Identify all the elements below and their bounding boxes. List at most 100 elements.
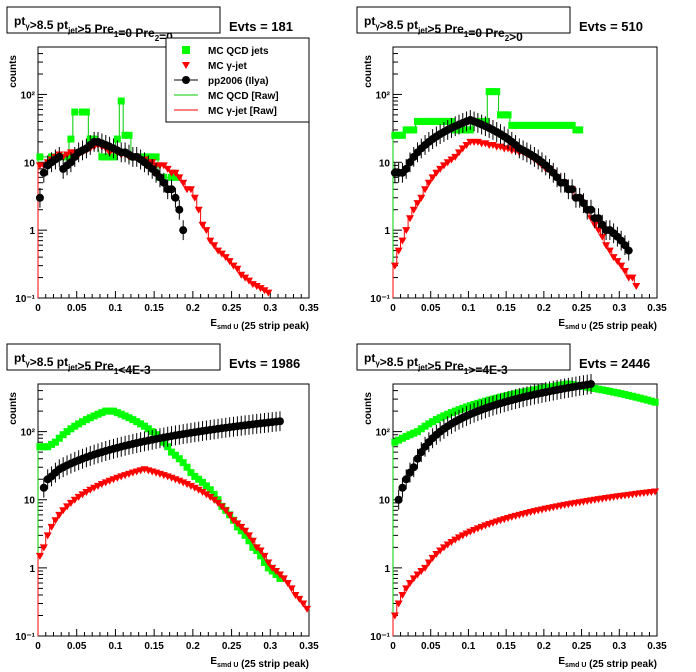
x-tick-label: 0.35 — [647, 303, 667, 314]
data-point — [217, 503, 226, 511]
data-point — [409, 575, 418, 583]
data-point — [591, 384, 599, 392]
x-tick-label: 0.35 — [647, 641, 667, 652]
data-point — [55, 152, 64, 161]
x-tick-label: 0.3 — [263, 641, 277, 652]
data-point — [268, 564, 277, 572]
data-point — [617, 262, 626, 270]
data-point — [256, 285, 265, 293]
data-point — [390, 612, 399, 620]
x-tick-label: 0.1 — [461, 641, 475, 652]
data-point — [436, 547, 445, 555]
data-point — [175, 174, 184, 182]
data-point — [79, 418, 87, 426]
data-point — [102, 153, 110, 161]
data-point — [440, 412, 448, 420]
data-point — [451, 407, 459, 415]
data-point — [455, 149, 463, 157]
data-point — [194, 486, 203, 494]
x-tick-label: 0.3 — [263, 303, 277, 314]
y-axis-label: counts — [8, 55, 19, 88]
data-point — [613, 389, 621, 397]
data-point — [59, 431, 67, 439]
data-point — [36, 443, 44, 451]
legend-label: pp2006 (Ilya) — [208, 76, 269, 87]
data-point — [428, 174, 437, 182]
data-point — [417, 567, 426, 575]
data-point — [67, 425, 75, 433]
x-tick-label: 0.35 — [299, 641, 319, 652]
y-tick-label: 10⁻¹ — [15, 294, 35, 305]
data-point — [74, 493, 83, 501]
data-point — [402, 432, 410, 440]
x-tick-label: 0.25 — [572, 303, 592, 314]
data-point — [233, 265, 242, 273]
data-point — [598, 386, 606, 394]
data-point — [199, 478, 207, 486]
x-tick-label: 0.1 — [108, 641, 122, 652]
data-point — [171, 193, 180, 202]
data-point — [63, 151, 72, 159]
data-point — [409, 206, 418, 214]
data-point — [137, 420, 145, 428]
data-point — [245, 537, 253, 545]
data-point — [406, 126, 414, 134]
data-point — [651, 488, 660, 496]
events-count: Evts = 510 — [579, 19, 643, 34]
data-point — [405, 579, 414, 587]
x-axis-label: Esmd U (25 strip peak) — [558, 318, 657, 332]
y-axis-label: counts — [8, 392, 19, 425]
data-point — [47, 523, 56, 531]
data-point — [549, 121, 557, 129]
data-point — [568, 121, 576, 129]
data-point — [257, 552, 265, 560]
data-point — [579, 199, 588, 208]
chart-panel: ptγ>8.5 ptjet>5 Pre1<4E-3 Evts = 1986 coun… — [6, 343, 319, 670]
data-point — [90, 412, 98, 420]
data-point — [82, 108, 90, 116]
data-point — [171, 173, 179, 181]
x-tick-label: 0.25 — [222, 641, 242, 652]
x-tick-label: 0.15 — [496, 641, 516, 652]
x-tick-label: 0.05 — [67, 303, 87, 314]
data-point — [275, 571, 284, 579]
chart-panel: ptγ>8.5 ptjet>5 Pre1>=4E-3 Evts = 2446 cou… — [356, 343, 667, 670]
data-point — [98, 409, 106, 417]
data-point — [67, 135, 75, 143]
data-point — [568, 185, 577, 194]
events-count: Evts = 1986 — [229, 356, 300, 371]
data-point — [594, 214, 603, 223]
y-axis-label: counts — [363, 392, 374, 425]
data-point — [651, 398, 659, 406]
chart-title: ptγ>8.5 ptjet>5 Pre1<4E-3 — [14, 351, 151, 377]
data-point — [210, 490, 218, 498]
data-point — [398, 434, 406, 442]
data-point — [48, 440, 56, 448]
x-tick-label: 0.05 — [421, 303, 441, 314]
data-point — [402, 585, 411, 593]
data-point — [260, 552, 269, 560]
data-point — [260, 558, 268, 566]
data-point — [557, 121, 565, 129]
data-point — [152, 153, 160, 161]
data-point — [129, 416, 137, 424]
data-point — [249, 543, 257, 551]
data-point — [425, 420, 433, 428]
data-point — [186, 186, 195, 194]
data-point — [462, 141, 471, 149]
data-point — [39, 168, 48, 177]
data-point — [428, 554, 437, 562]
x-tick-label: 0.2 — [186, 641, 200, 652]
data-point — [275, 417, 284, 426]
data-point — [175, 455, 183, 463]
y-tick-label: 10² — [376, 428, 391, 439]
data-point — [70, 496, 79, 504]
data-point — [447, 409, 455, 417]
data-point — [617, 390, 625, 398]
chart-title: ptγ>8.5 ptjet>5 Pre1=0 Pre2>0 — [364, 14, 523, 44]
chart-panel: ptγ>8.5 ptjet>5 Pre1=0 Pre2>0 Evts = 510 c… — [356, 6, 667, 332]
data-point — [94, 410, 102, 418]
x-tick-label: 0.25 — [222, 303, 242, 314]
data-point — [587, 205, 595, 214]
y-tick-label: 1 — [384, 564, 390, 575]
